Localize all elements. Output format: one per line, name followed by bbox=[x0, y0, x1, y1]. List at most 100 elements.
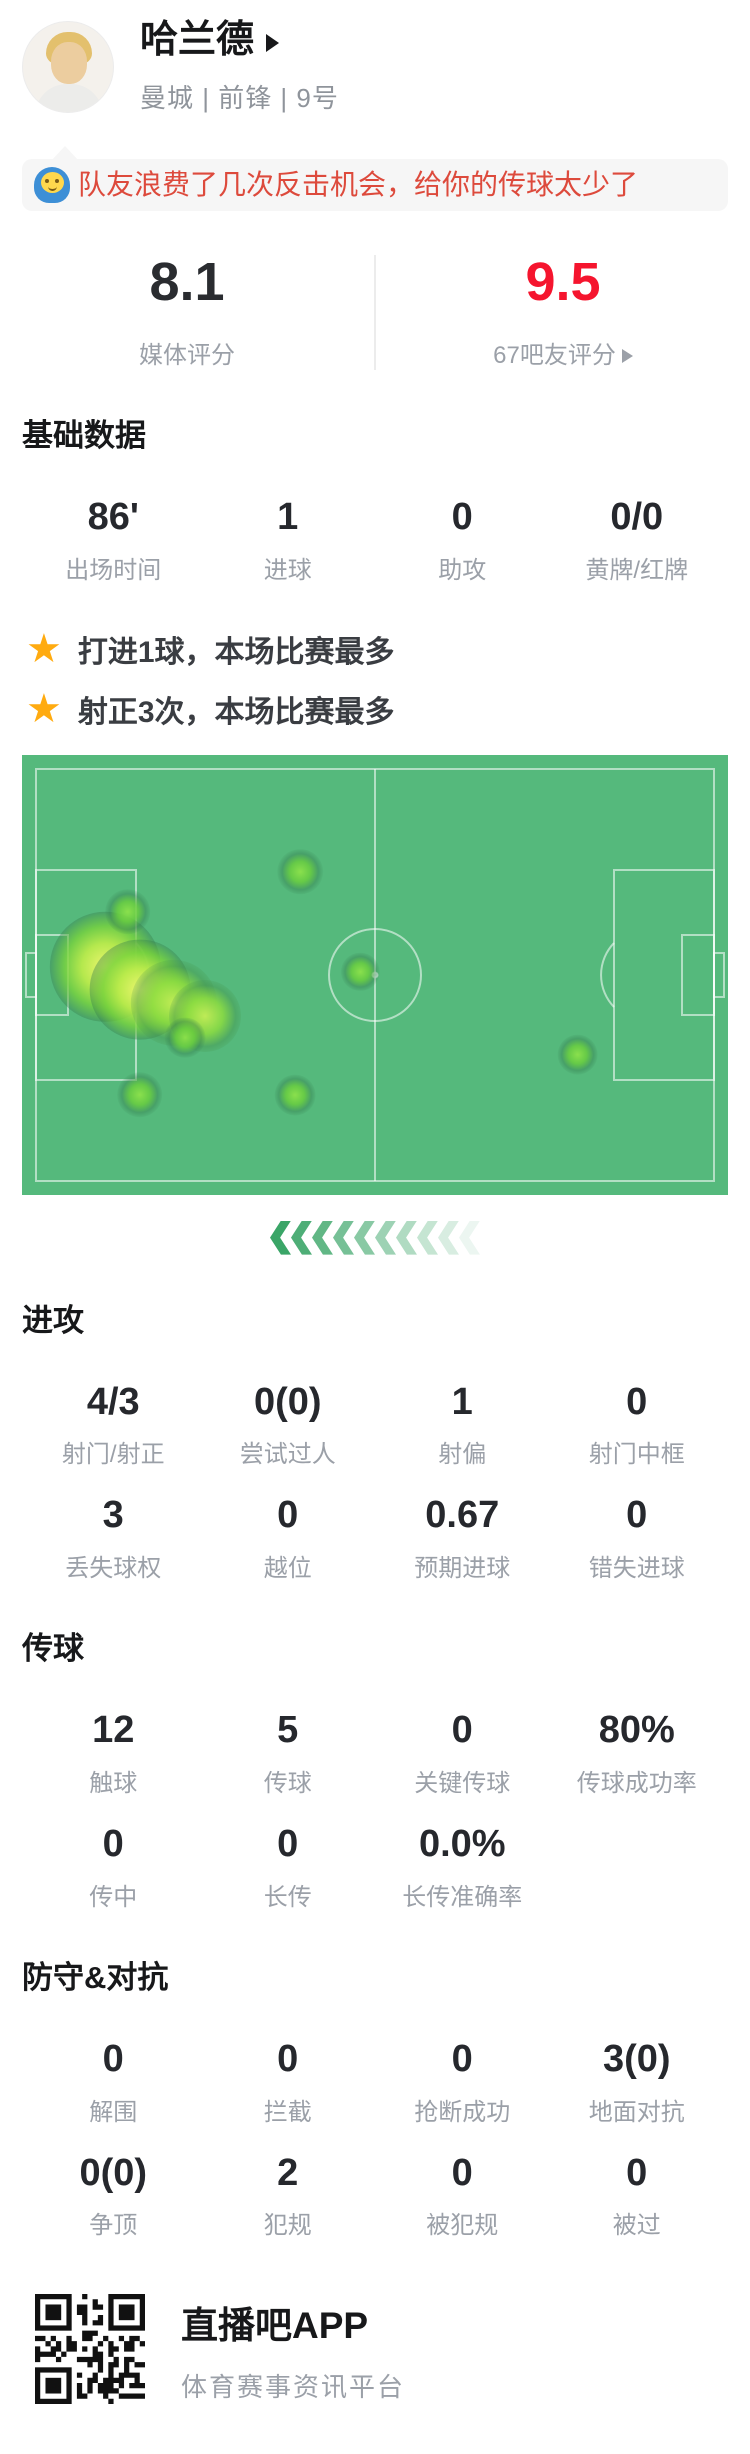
stat-value: 0 bbox=[626, 1380, 648, 1423]
stat-value: 0(0) bbox=[79, 2151, 148, 2194]
section-title: 进攻 bbox=[22, 1302, 84, 1338]
stat-label: 争顶 bbox=[89, 2212, 138, 2240]
stat-label: 进球 bbox=[263, 556, 312, 584]
highlight-row: ★ 射正3次，本场比赛最多 bbox=[26, 687, 724, 731]
chevron-left-icon bbox=[417, 1220, 438, 1255]
stats-row: 0(0) 争顶 2 犯规 0 被犯规 0 被过 bbox=[0, 2127, 750, 2241]
chevron-left-icon bbox=[333, 1220, 354, 1255]
highlight-text: 打进1球，本场比赛最多 bbox=[77, 635, 395, 669]
stat-item: 12 触球 bbox=[26, 1709, 201, 1798]
stat-item: 0 传中 bbox=[26, 1822, 201, 1912]
stat-value: 0 bbox=[626, 1494, 648, 1537]
stat-value: 5 bbox=[277, 1709, 299, 1752]
stat-value: 0 bbox=[451, 1709, 473, 1752]
stat-label: 长传准确率 bbox=[402, 1883, 523, 1911]
stat-label: 射门/射正 bbox=[61, 1441, 165, 1469]
chevron-left-icon bbox=[459, 1220, 480, 1255]
pitch-heatmap bbox=[22, 754, 728, 1195]
stat-item: 0.0% 长传准确率 bbox=[375, 1823, 550, 1912]
hooded-smirk-emoji-icon bbox=[34, 166, 70, 203]
stat-value: 0 bbox=[277, 1494, 299, 1537]
highlight-text: 射正3次，本场比赛最多 bbox=[77, 695, 395, 729]
stat-value: 3 bbox=[102, 1494, 124, 1537]
stat-item: 0 助攻 bbox=[375, 495, 550, 585]
stat-label: 助攻 bbox=[438, 556, 487, 584]
stat-value: 2 bbox=[277, 2151, 299, 2194]
stat-label: 错失进球 bbox=[588, 1555, 685, 1583]
chevron-left-icon bbox=[396, 1220, 417, 1255]
heat-spot bbox=[557, 1034, 599, 1076]
heat-spot bbox=[340, 952, 380, 991]
direction-chevrons bbox=[0, 1220, 750, 1255]
stat-value: 3(0) bbox=[602, 2037, 671, 2080]
stat-item: 0.67 预期进球 bbox=[375, 1495, 550, 1583]
stat-value: 0 bbox=[277, 1822, 299, 1865]
player-name: 哈兰德 bbox=[140, 19, 255, 61]
stat-item: 1 进球 bbox=[201, 496, 376, 585]
stat-item: 5 传球 bbox=[201, 1709, 376, 1798]
stat-value: 80% bbox=[598, 1709, 675, 1752]
highlight-row: ★ 打进1球，本场比赛最多 bbox=[26, 627, 724, 671]
fan-rating[interactable]: 9.5 67吧友评分 bbox=[374, 251, 750, 370]
stat-item: 3(0) 地面对抗 bbox=[550, 2037, 725, 2127]
stat-item: 0 长传 bbox=[201, 1822, 376, 1912]
qr-code bbox=[35, 2294, 145, 2405]
stat-label: 抢断成功 bbox=[414, 2098, 511, 2126]
stat-label: 尝试过人 bbox=[239, 1441, 336, 1469]
stat-value: 0 bbox=[102, 2037, 124, 2080]
stat-item: 0 解围 bbox=[26, 2037, 201, 2127]
fan-rating-value: 9.5 bbox=[525, 251, 601, 312]
stat-sections: 进攻 4/3 射门/射正 0(0) 尝试过人 1 射偏 0 射门中框 3 丢失球权 0 越位 0.67 预期… bbox=[0, 1295, 750, 2241]
stat-value: 0 bbox=[626, 2151, 648, 2194]
stat-label: 关键传球 bbox=[414, 1769, 511, 1797]
comment-banner[interactable]: 队友浪费了几次反击机会，给你的传球太少了 bbox=[22, 145, 728, 211]
player-name-row[interactable]: 哈兰德 bbox=[140, 19, 339, 62]
stat-item: 0 被过 bbox=[550, 2151, 725, 2241]
stat-item: 0 被犯规 bbox=[375, 2152, 550, 2241]
star-icon: ★ bbox=[26, 686, 62, 731]
section-title: 传球 bbox=[22, 1631, 84, 1667]
stat-value: 86' bbox=[87, 495, 139, 538]
basic-stats-row: 86' 出场时间 1 进球 0 助攻 0/0 黄牌/红牌 bbox=[0, 455, 750, 585]
stat-label: 丢失球权 bbox=[65, 1555, 162, 1583]
section-title-basic: 基础数据 bbox=[22, 417, 146, 453]
footer-text: 直播吧APP 体育赛事资讯平台 bbox=[181, 2295, 405, 2404]
stat-value: 12 bbox=[92, 1709, 135, 1752]
stat-label: 拦截 bbox=[263, 2098, 312, 2126]
stat-label: 射偏 bbox=[438, 1441, 487, 1469]
heat-spot bbox=[105, 888, 151, 935]
stats-row: 0 解围 0 拦截 0 抢断成功 3(0) 地面对抗 bbox=[0, 1997, 750, 2127]
comment-text: 队友浪费了几次反击机会，给你的传球太少了 bbox=[78, 169, 639, 201]
app-name: 直播吧APP bbox=[181, 2304, 369, 2346]
stat-item: 0 射门中框 bbox=[550, 1380, 725, 1470]
stat-item: 2 犯规 bbox=[201, 2151, 376, 2241]
player-info: 曼城 | 前锋 | 9号 bbox=[140, 82, 339, 113]
stat-label: 出场时间 bbox=[65, 556, 162, 584]
chevron-left-icon bbox=[270, 1220, 291, 1255]
media-rating-value: 8.1 bbox=[149, 251, 225, 312]
stats-row: 0 传中 0 长传 0.0% 长传准确率 bbox=[0, 1798, 750, 1912]
stat-label: 被过 bbox=[612, 2212, 661, 2240]
stat-value: 0 bbox=[102, 1822, 124, 1865]
stat-value: 1 bbox=[451, 1380, 473, 1423]
stat-label: 地面对抗 bbox=[588, 2098, 685, 2126]
heat-spot bbox=[164, 1017, 206, 1058]
app-description: 体育赛事资讯平台 bbox=[181, 2371, 406, 2402]
stat-item: 3 丢失球权 bbox=[26, 1495, 201, 1583]
fan-rating-label: 67吧友评分 bbox=[376, 335, 750, 370]
chevron-left-icon bbox=[375, 1220, 396, 1255]
caret-right-icon bbox=[266, 33, 280, 52]
stat-label: 传球成功率 bbox=[576, 1769, 697, 1797]
footer: 直播吧APP 体育赛事资讯平台 bbox=[35, 2294, 750, 2405]
avatar-face bbox=[51, 42, 87, 85]
stat-value: 0 bbox=[277, 2037, 299, 2080]
stat-label: 长传 bbox=[263, 1883, 312, 1911]
star-icon: ★ bbox=[26, 626, 62, 671]
stat-label: 黄牌/红牌 bbox=[585, 556, 689, 584]
chevron-left-icon bbox=[312, 1220, 333, 1255]
stat-label: 触球 bbox=[89, 1769, 138, 1797]
stats-row: 12 触球 5 传球 0 关键传球 80% 传球成功率 bbox=[0, 1668, 750, 1798]
media-rating: 8.1 媒体评分 bbox=[0, 255, 374, 370]
stat-value: 0 bbox=[451, 495, 473, 538]
